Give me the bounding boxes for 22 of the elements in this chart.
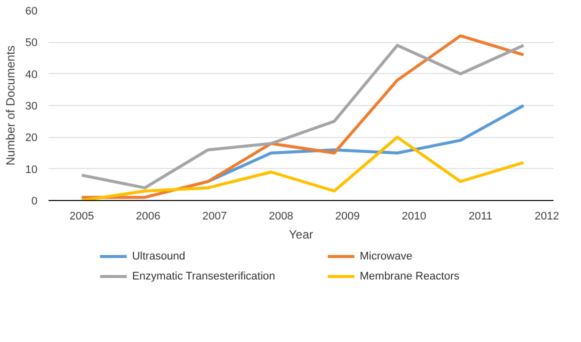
legend-label: Ultrasound bbox=[132, 250, 186, 262]
y-axis-title: Number of Documents bbox=[3, 45, 18, 166]
x-tick-label: 2011 bbox=[468, 210, 492, 222]
x-tick-label: 2012 bbox=[534, 210, 560, 222]
x-tick-label: 2005 bbox=[69, 210, 94, 222]
x-tick-label: 2010 bbox=[402, 210, 426, 222]
y-tick-label: 50 bbox=[25, 37, 38, 50]
x-tick-label: 2008 bbox=[268, 210, 294, 222]
legend-label: Microwave bbox=[360, 250, 412, 262]
y-tick-label: 10 bbox=[25, 164, 38, 176]
line-series bbox=[80, 136, 526, 200]
y-tick-label: 40 bbox=[25, 68, 38, 81]
y-tick-label: 0 bbox=[31, 196, 38, 208]
x-tick-label: 2006 bbox=[136, 210, 160, 222]
x-axis-title: Year bbox=[288, 228, 314, 242]
y-tick-label: 30 bbox=[25, 100, 38, 112]
y-tick-label: 60 bbox=[25, 6, 38, 18]
legend-label: Enzymatic Transesterification bbox=[132, 270, 276, 282]
legend-label: Membrane Reactors bbox=[360, 270, 460, 282]
x-tick-label: 2007 bbox=[202, 210, 227, 222]
y-tick-label: 20 bbox=[25, 132, 38, 144]
x-tick-label: 2009 bbox=[335, 210, 360, 222]
